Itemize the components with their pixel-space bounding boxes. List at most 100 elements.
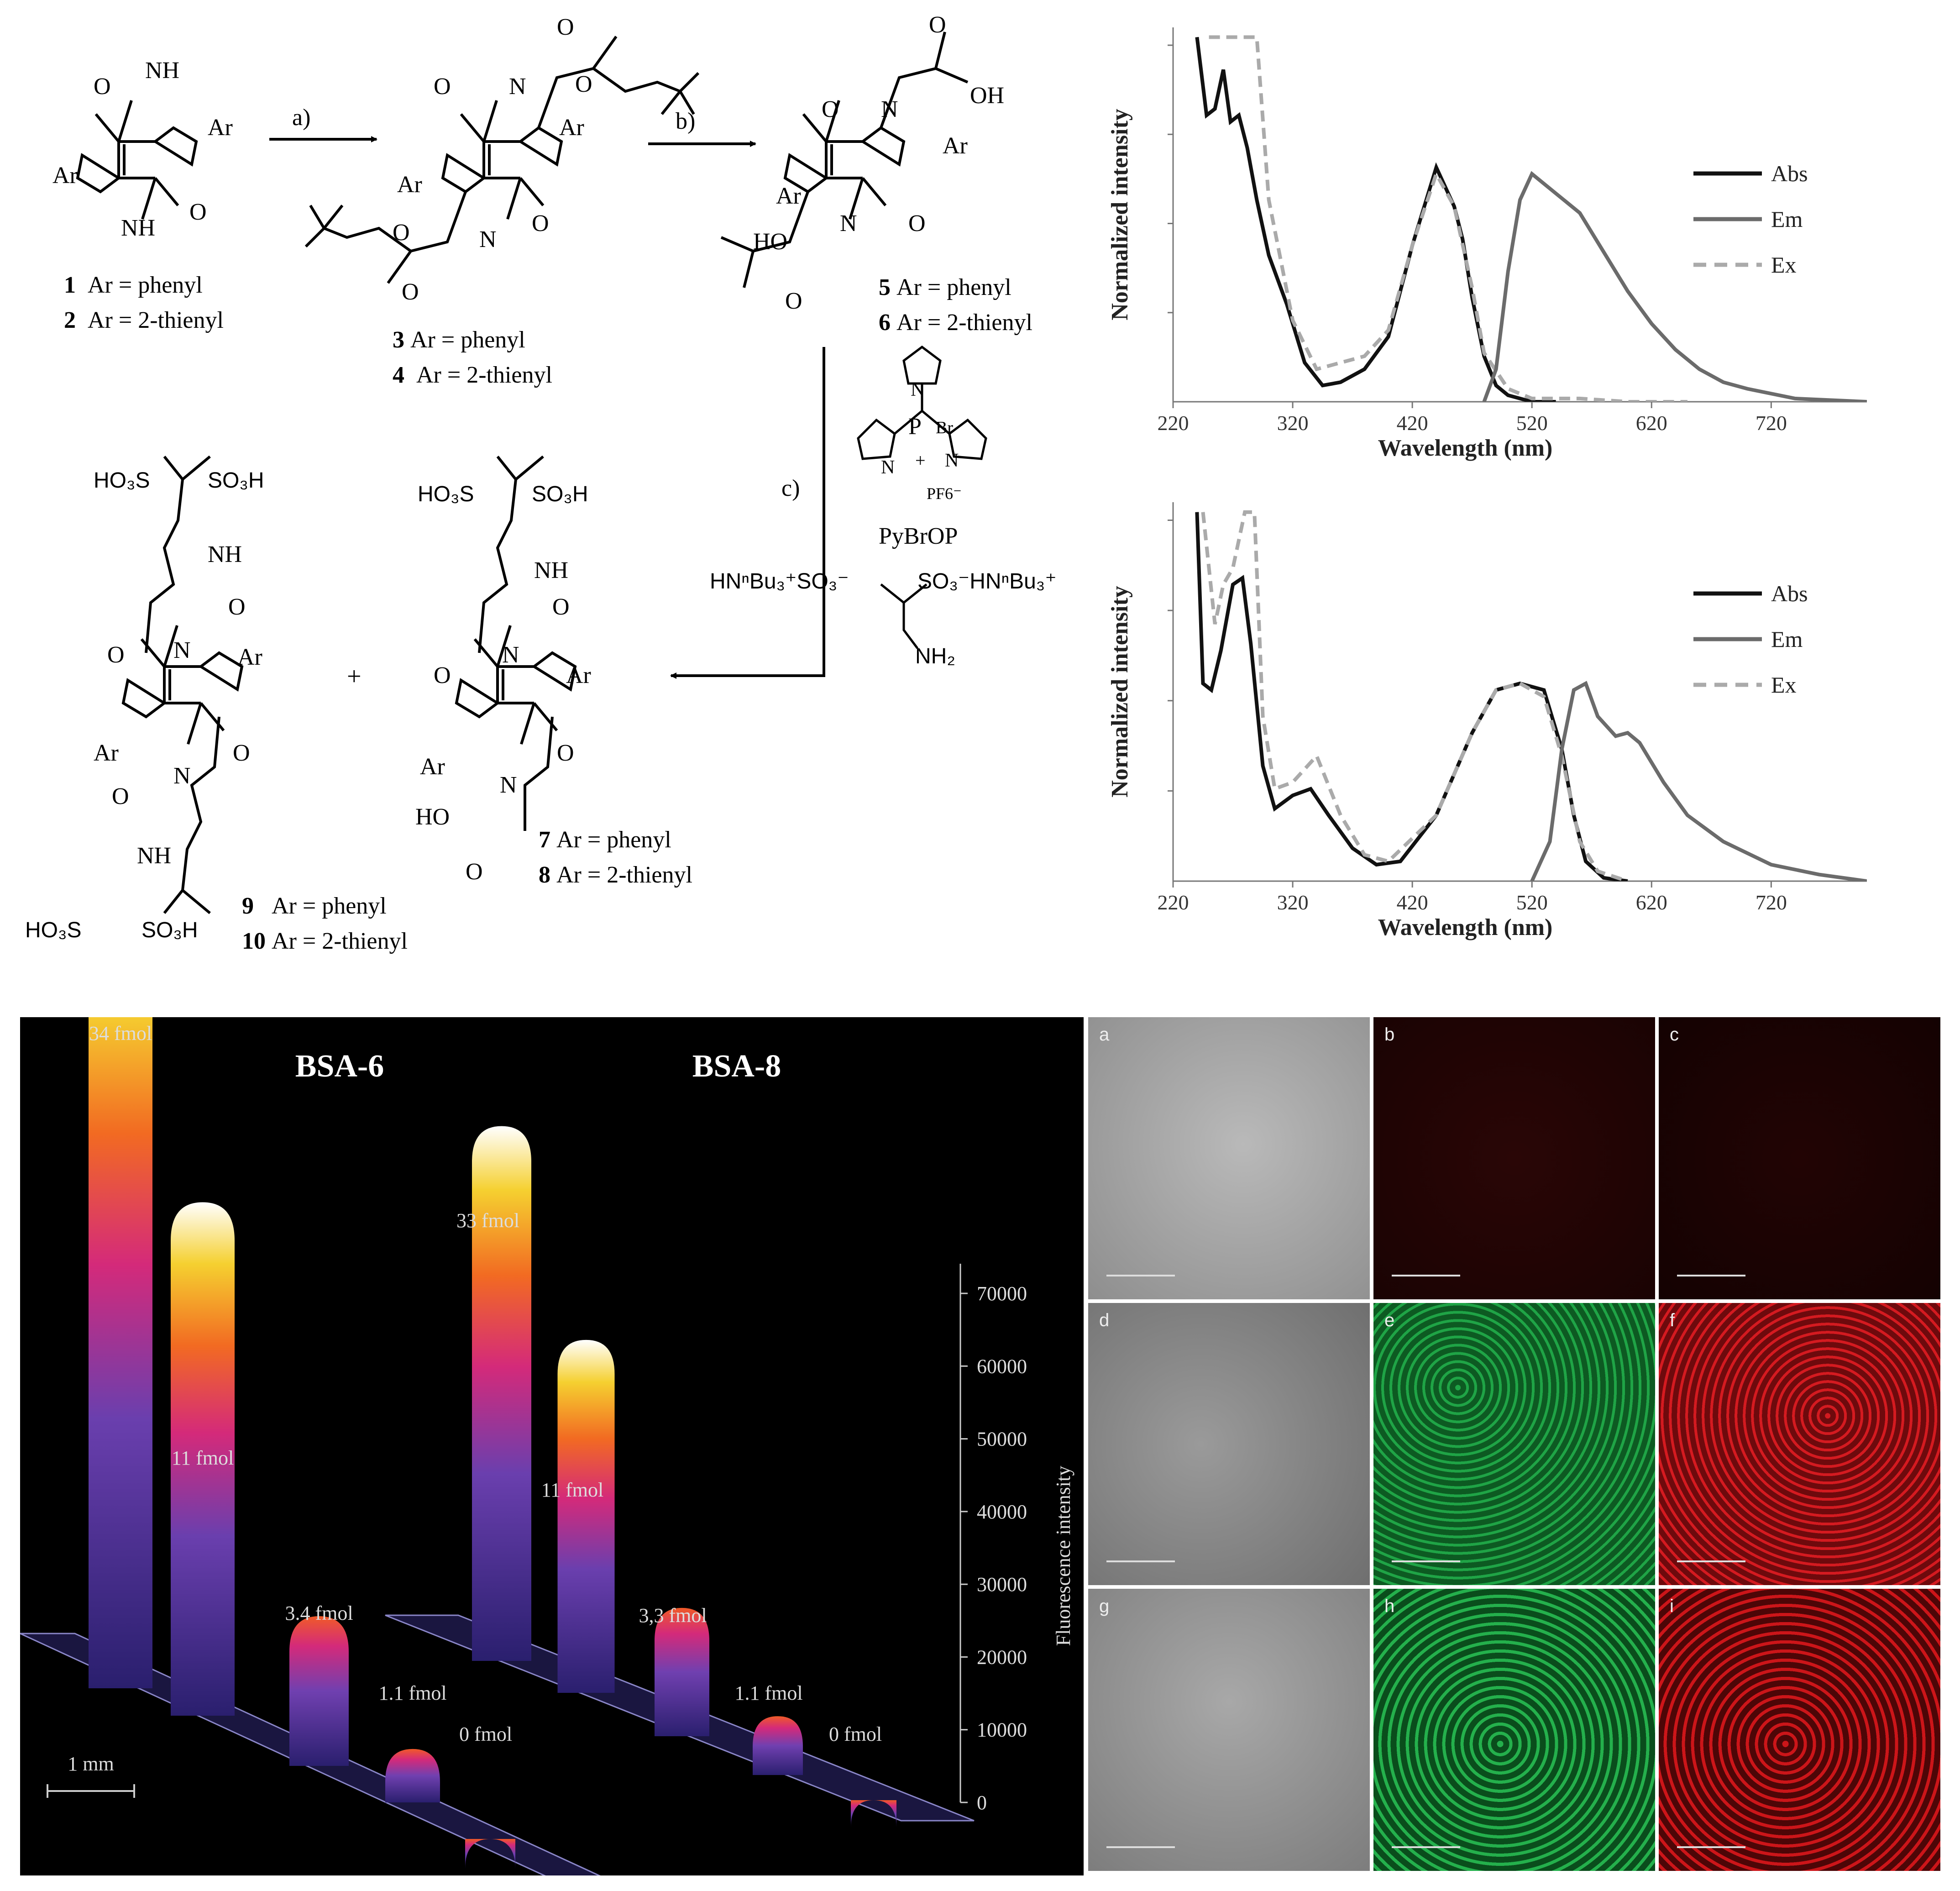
- compound-8-label: 8 Ar = 2-thienyl: [539, 862, 692, 888]
- x-tick-label: 620: [1636, 411, 1667, 435]
- atom-label: N: [479, 226, 497, 252]
- peak-bsa6-0: [89, 918, 152, 1688]
- compound-10-label: 10 Ar = 2-thienyl: [242, 928, 408, 954]
- compound-5-6-structure: [720, 32, 969, 288]
- intensity-tick-label: 50000: [977, 1428, 1027, 1450]
- x-tick-label: 320: [1277, 411, 1309, 435]
- peak-label: 0 fmol: [459, 1723, 512, 1745]
- y-axis-label: Normalized intensity: [1107, 109, 1133, 320]
- atom-label: O: [393, 220, 410, 246]
- intensity-tick-label: 60000: [977, 1355, 1027, 1377]
- pybrop-label: PyBrOP: [879, 523, 958, 549]
- peak-label: 34 fmol: [89, 1022, 152, 1045]
- peak-bsa8-4: [851, 1800, 896, 1828]
- peak-bsa6-1: [171, 1202, 235, 1716]
- compound-7-8-structure: [456, 455, 575, 831]
- atom-label: SO₃H: [141, 918, 198, 942]
- atom-label: O: [434, 662, 451, 688]
- panel-label: b: [1384, 1024, 1395, 1045]
- peak-bsa8-1: [557, 1339, 615, 1693]
- panel-label: h: [1384, 1596, 1395, 1616]
- amine-left: HNⁿBu₃⁺SO₃⁻: [710, 569, 849, 594]
- atom-label: Ar: [52, 163, 78, 189]
- atom-label: OH: [970, 83, 1005, 109]
- atom-label: Br: [936, 418, 953, 437]
- atom-label: O: [228, 594, 246, 620]
- scale-bar: [1677, 1275, 1745, 1276]
- atom-label: N: [911, 379, 925, 400]
- x-tick-label: 220: [1158, 411, 1189, 435]
- compound-9-label: 9 Ar = phenyl: [242, 893, 387, 919]
- panel-label: a: [1099, 1024, 1110, 1045]
- micrograph-d: d: [1088, 1303, 1370, 1585]
- x-axis-label: Wavelength (nm): [1378, 914, 1553, 940]
- series-em-line: [1530, 681, 1867, 881]
- atom-label: O: [557, 14, 574, 40]
- intensity-tick-label: 40000: [977, 1501, 1027, 1523]
- peak-label: 1.1 fmol: [378, 1682, 446, 1704]
- peak-label: 11 fmol: [172, 1447, 234, 1469]
- micrograph-h: h: [1373, 1589, 1655, 1871]
- x-tick-label: 720: [1756, 411, 1787, 435]
- micrograph-e: e: [1373, 1303, 1655, 1585]
- compound-2-label: 2 Ar = 2-thienyl: [64, 307, 224, 333]
- peak-label: 1.1 fmol: [734, 1682, 802, 1704]
- x-tick-label: 520: [1516, 891, 1548, 914]
- compound-6-label: 6 Ar = 2-thienyl: [879, 310, 1032, 336]
- atom-label: O: [466, 859, 483, 885]
- atom-label: NH: [208, 541, 242, 567]
- atom-label: O: [822, 96, 839, 122]
- legend-label: Abs: [1771, 581, 1808, 606]
- compound-7-label: 7 Ar = phenyl: [539, 827, 671, 853]
- microscopy-grid: a b c d e f g h i: [1088, 1017, 1942, 1875]
- legend-label: Ex: [1771, 672, 1797, 698]
- panel-label: e: [1384, 1310, 1395, 1330]
- atom-label: O: [557, 740, 574, 766]
- atom-label: N: [945, 450, 959, 471]
- peak-bsa6-4: [465, 1839, 515, 1869]
- atom-label: Ar: [566, 662, 591, 688]
- step-a-label: a): [292, 105, 311, 131]
- atom-label: PF6⁻: [927, 484, 962, 503]
- atom-label: N: [502, 642, 519, 668]
- scheme-labels: a) b) c) O NH Ar Ar NH O 1 Ar = phenyl 2…: [0, 0, 1095, 1004]
- compound-3-4-structure: [304, 36, 700, 284]
- atom-label: SO₃H: [208, 468, 264, 493]
- reaction-scheme: [0, 32, 987, 914]
- compound-4-label: 4 Ar = 2-thienyl: [393, 362, 552, 388]
- atom-label: O: [434, 74, 451, 100]
- x-tick-label: 720: [1756, 891, 1787, 914]
- atom-label: O: [575, 71, 592, 97]
- peak-label: 0 fmol: [829, 1723, 882, 1745]
- intensity-tick-label: 10000: [977, 1719, 1027, 1741]
- micrograph-g: g: [1088, 1589, 1370, 1871]
- title-bsa6: BSA-6: [295, 1049, 384, 1084]
- atom-label: Ar: [237, 644, 262, 670]
- peak-bsa6-2: [289, 1616, 349, 1766]
- scale-bar: [1106, 1846, 1175, 1848]
- scale-label: 1 mm: [68, 1753, 114, 1775]
- x-axis-label: Wavelength (nm): [1378, 435, 1553, 461]
- atom-label: O: [233, 740, 250, 766]
- peak-label: 3.4 fmol: [285, 1602, 353, 1624]
- panel-label: i: [1670, 1596, 1674, 1616]
- atom-label: O: [532, 210, 549, 236]
- intensity-tick-label: 70000: [977, 1282, 1027, 1305]
- gel-3d-plot: 34 fmol 11 fmol 3.4 fmol 1.1 fmol 0 fmol 33 f…: [20, 918, 1074, 1881]
- peak-label: 3,3 fmol: [639, 1604, 707, 1627]
- step-b-label: b): [676, 108, 696, 134]
- scale-bar: [1677, 1846, 1745, 1848]
- y-axis-label: Normalized intensity: [1107, 586, 1133, 798]
- x-tick-label: 420: [1397, 411, 1428, 435]
- scale-bar: [1106, 1275, 1175, 1276]
- intensity-tick-label: 0: [977, 1791, 987, 1814]
- atom-label: P: [908, 414, 922, 440]
- legend-label: Ex: [1771, 252, 1797, 278]
- pybrop-structure: [857, 345, 987, 460]
- atom-label: N: [500, 772, 517, 798]
- atom-label: HO₃S: [94, 468, 150, 493]
- series-abs-line: [1195, 37, 1556, 402]
- compound-1-label: 1 Ar = phenyl: [64, 272, 203, 298]
- series-ex-line: [1201, 510, 1629, 881]
- atom-label: N: [881, 96, 898, 122]
